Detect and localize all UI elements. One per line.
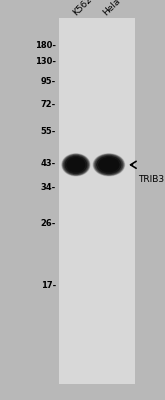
Text: 55-: 55- [41, 127, 56, 136]
Ellipse shape [97, 156, 121, 173]
Text: 95-: 95- [41, 78, 56, 86]
Text: 26-: 26- [41, 220, 56, 228]
Ellipse shape [62, 154, 90, 176]
Ellipse shape [67, 158, 85, 172]
Text: Hela: Hela [101, 0, 122, 17]
Ellipse shape [93, 154, 125, 176]
Ellipse shape [99, 158, 119, 172]
Text: K562: K562 [71, 0, 94, 17]
Ellipse shape [64, 155, 88, 174]
Text: 17-: 17- [41, 282, 56, 290]
Text: 72-: 72- [41, 100, 56, 109]
Ellipse shape [68, 159, 84, 170]
Text: 34-: 34- [41, 184, 56, 192]
Ellipse shape [95, 155, 123, 174]
Text: 180-: 180- [35, 42, 56, 50]
Ellipse shape [65, 156, 87, 173]
Ellipse shape [100, 159, 117, 170]
Text: 43-: 43- [41, 160, 56, 168]
Text: 130-: 130- [35, 58, 56, 66]
FancyBboxPatch shape [59, 18, 135, 384]
Ellipse shape [63, 154, 89, 175]
Ellipse shape [94, 154, 124, 175]
Text: TRIB3: TRIB3 [138, 175, 164, 184]
